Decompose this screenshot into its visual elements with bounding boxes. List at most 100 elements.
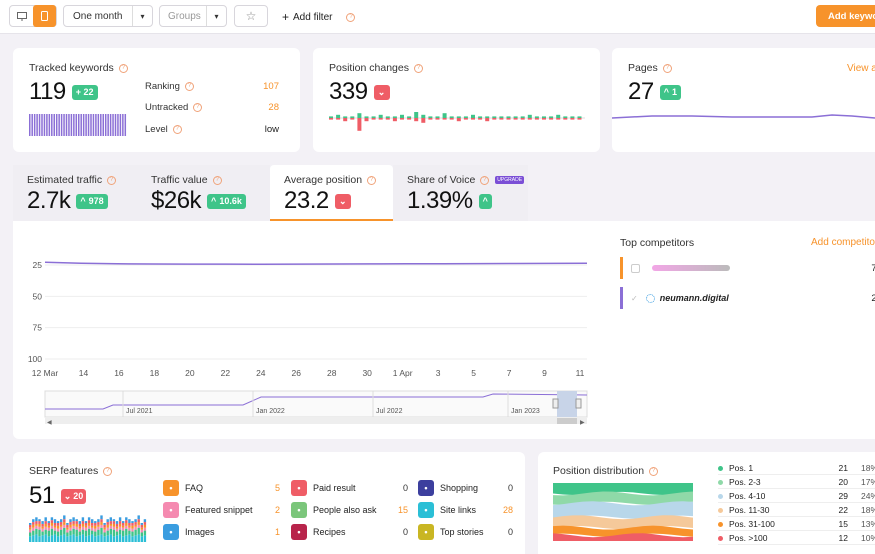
navigator[interactable]: [44, 390, 588, 418]
serp-bar-segment: [91, 523, 94, 526]
tab-average-position[interactable]: Average position? 23.2 ⌄: [270, 165, 393, 221]
x-tick-label: 12 Mar: [32, 368, 59, 378]
add-filter-button[interactable]: + Add filter ?: [282, 10, 356, 24]
serp-bar-segment: [112, 519, 116, 522]
main-chart-card: 25 50 75 100 12 Mar 14 16 18 20 22 24 26 28 30 1 Apr 3 5…: [13, 221, 875, 439]
distribution-row[interactable]: Pos. 31-100 15 13%: [718, 518, 875, 531]
add-keywords-button[interactable]: Add keyword: [816, 5, 875, 27]
distribution-row[interactable]: Pos. 11-30 22 18%: [718, 504, 875, 517]
serp-bar-segment: [63, 527, 66, 535]
sparkbar: [102, 114, 104, 136]
serp-bar-segment: [100, 515, 103, 520]
tab-share-of-voice[interactable]: Share of Voice? UPGRADE 1.39% ^: [393, 165, 528, 221]
untracked-value[interactable]: 28: [268, 102, 279, 113]
help-icon: ?: [649, 466, 659, 476]
loss-bar: [499, 118, 504, 120]
favorite-button[interactable]: ☆: [234, 5, 268, 27]
ranking-label: Ranking?: [145, 81, 194, 92]
distribution-row[interactable]: Pos. 2-3 20 17%: [718, 476, 875, 489]
serp-bar-segment: [106, 527, 109, 531]
x-tick-label: 9: [542, 368, 547, 378]
distribution-row[interactable]: Pos. 1 21 18%: [718, 462, 875, 475]
gain-bar: [421, 114, 426, 118]
serp-feature-recipes[interactable]: • Recipes 0: [291, 524, 408, 540]
check-icon[interactable]: ✓: [631, 293, 638, 303]
serp-bar-segment: [35, 521, 38, 524]
y-tick-label: 50: [33, 291, 43, 301]
distribution-band: [553, 501, 693, 519]
navigator-scrollbar[interactable]: [45, 418, 587, 424]
loss-bar: [400, 118, 404, 120]
serp-feature-images[interactable]: • Images 1: [163, 524, 280, 540]
serp-bar-segment: [75, 526, 78, 530]
scroll-left-icon[interactable]: ◀: [47, 420, 52, 426]
add-competitor-link[interactable]: Add competito: [811, 237, 875, 248]
loss-bar: [463, 118, 468, 120]
tab-estimated-traffic[interactable]: Estimated traffic? 2.7k ^ 978: [13, 165, 137, 221]
sparkbar: [73, 114, 75, 136]
serp-feature-people-also-ask[interactable]: • People also ask 15: [291, 502, 408, 518]
serp-bar-segment: [91, 519, 94, 523]
groups-select[interactable]: Groups ▾: [159, 5, 227, 27]
sparkbar: [80, 114, 82, 136]
serp-bar-segment: [103, 529, 106, 533]
star-icon: ☆: [245, 9, 257, 23]
serp-feature-faq[interactable]: • FAQ 5: [163, 480, 280, 496]
distribution-row[interactable]: Pos. 4-10 29 24%: [718, 490, 875, 503]
tab-value: 1.39%: [407, 187, 473, 214]
sparkbar: [33, 114, 36, 136]
groups-placeholder: Groups: [168, 10, 201, 22]
tab-traffic-value[interactable]: Traffic value? $26k ^ 10.6k: [137, 165, 270, 221]
navigator-handle-right[interactable]: [575, 398, 582, 409]
distribution-pct: 10%: [860, 533, 875, 543]
x-tick-label: 14: [79, 368, 89, 378]
serp-bar-segment: [109, 525, 112, 529]
checkbox[interactable]: [631, 263, 640, 273]
serp-bar-segment: [60, 522, 63, 525]
sparkbar: [43, 114, 46, 136]
serp-feature-top-stories[interactable]: • Top stories 0: [418, 524, 513, 540]
sparkbar: [85, 114, 87, 136]
serp-feature-label: Top stories: [440, 527, 484, 537]
sparkbar: [70, 114, 73, 136]
serp-bar-segment: [78, 528, 81, 532]
serp-bar-segment: [41, 523, 44, 527]
serp-bar-segment: [118, 529, 122, 535]
serp-bar-segment: [35, 525, 38, 529]
serp-bar-segment: [81, 529, 85, 535]
scrollbar-thumb[interactable]: [557, 418, 577, 424]
navigator-handle-left[interactable]: [552, 398, 559, 409]
serp-features-card: SERP features? 51 ⌄ 20 • FAQ 5 • Paid result 0…: [13, 452, 525, 554]
navigator-window[interactable]: [557, 391, 577, 417]
serp-bar-segment: [118, 521, 122, 524]
snippet-icon: •: [163, 502, 179, 518]
scroll-right-icon[interactable]: ▶: [580, 420, 585, 426]
ranking-value[interactable]: 107: [263, 81, 279, 92]
view-all-link[interactable]: View a: [847, 63, 875, 74]
distribution-count: 12: [838, 533, 848, 543]
distribution-band: [553, 525, 693, 537]
sparkbar: [100, 114, 102, 136]
upgrade-tag[interactable]: UPGRADE: [495, 176, 525, 184]
serp-feature-featured-snippet[interactable]: • Featured snippet 2: [163, 502, 280, 518]
serp-bar-segment: [125, 520, 128, 523]
gain-bar: [414, 112, 419, 118]
position-changes-sparkline: [329, 112, 585, 131]
serp-feature-paid-result[interactable]: • Paid result 0: [291, 480, 408, 496]
x-tick-label: 18: [150, 368, 160, 378]
competitor-row[interactable]: 74: [620, 257, 875, 279]
serp-feature-shopping[interactable]: • Shopping 0: [418, 480, 513, 496]
gain-bar: [350, 116, 355, 118]
period-select[interactable]: One month ▾: [63, 5, 153, 27]
distribution-row[interactable]: Pos. >100 12 10%: [718, 532, 875, 545]
desktop-icon[interactable]: [10, 6, 33, 26]
competitor-row[interactable]: ✓ neumann.digital 23: [620, 287, 875, 309]
loss-bar: [513, 118, 518, 120]
serp-bar-segment: [32, 527, 35, 531]
mobile-icon[interactable]: [33, 4, 56, 27]
sparkbar: [38, 114, 41, 136]
serp-feature-count: 5: [274, 483, 280, 493]
gain-bar: [549, 116, 554, 118]
tab-label: Traffic value?: [151, 174, 222, 186]
serp-feature-site-links[interactable]: • Site links 28: [418, 502, 513, 518]
